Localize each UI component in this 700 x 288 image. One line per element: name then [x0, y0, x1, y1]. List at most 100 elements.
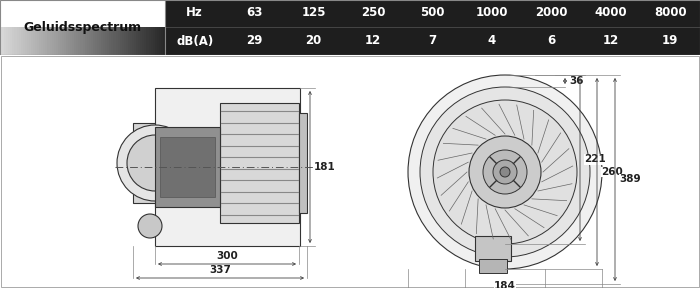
- Bar: [0, 27, 3, 55]
- Bar: [56, 27, 58, 55]
- Bar: [140, 27, 143, 55]
- Bar: [118, 27, 120, 55]
- Text: 12: 12: [365, 35, 382, 48]
- Circle shape: [500, 167, 510, 177]
- Bar: [72, 27, 75, 55]
- Bar: [109, 27, 112, 55]
- Bar: [64, 27, 66, 55]
- Bar: [122, 27, 125, 55]
- Bar: [43, 27, 46, 55]
- Bar: [39, 27, 42, 55]
- Bar: [116, 27, 118, 55]
- Text: 250: 250: [360, 7, 385, 20]
- Bar: [120, 27, 122, 55]
- Bar: [37, 27, 40, 55]
- Bar: [66, 27, 69, 55]
- Text: 7: 7: [428, 35, 437, 48]
- Bar: [80, 27, 83, 55]
- Circle shape: [469, 136, 541, 208]
- Bar: [41, 27, 44, 55]
- Text: 4: 4: [488, 35, 496, 48]
- Bar: [33, 27, 36, 55]
- Bar: [148, 27, 151, 55]
- Bar: [138, 27, 141, 55]
- Bar: [0, 0, 165, 55]
- Circle shape: [483, 150, 527, 194]
- Bar: [134, 27, 136, 55]
- Bar: [57, 27, 60, 55]
- Bar: [144, 27, 147, 55]
- Bar: [83, 27, 85, 55]
- Bar: [479, 259, 507, 273]
- Bar: [22, 27, 25, 55]
- Bar: [35, 27, 38, 55]
- Bar: [105, 27, 108, 55]
- Bar: [299, 113, 307, 213]
- Text: 184: 184: [494, 281, 516, 288]
- Text: 63: 63: [246, 7, 262, 20]
- Bar: [128, 27, 130, 55]
- Bar: [132, 27, 134, 55]
- Text: 19: 19: [662, 35, 678, 48]
- Bar: [153, 27, 155, 55]
- Bar: [165, 0, 700, 27]
- Bar: [130, 27, 132, 55]
- Text: Hz: Hz: [186, 7, 203, 20]
- Bar: [155, 127, 220, 207]
- Bar: [19, 27, 21, 55]
- Bar: [157, 27, 160, 55]
- Text: 8000: 8000: [654, 7, 687, 20]
- Bar: [91, 27, 93, 55]
- Bar: [111, 27, 114, 55]
- Bar: [150, 27, 153, 55]
- Bar: [124, 27, 126, 55]
- Text: 125: 125: [302, 7, 326, 20]
- Bar: [97, 27, 99, 55]
- Bar: [165, 27, 700, 55]
- Circle shape: [138, 214, 162, 238]
- Bar: [68, 27, 71, 55]
- Bar: [93, 27, 95, 55]
- Bar: [161, 27, 163, 55]
- Bar: [95, 27, 97, 55]
- Bar: [155, 27, 158, 55]
- Bar: [99, 27, 101, 55]
- Bar: [163, 27, 165, 55]
- Bar: [6, 27, 8, 55]
- Bar: [87, 27, 89, 55]
- Bar: [89, 27, 91, 55]
- Bar: [17, 27, 19, 55]
- Text: 29: 29: [246, 35, 262, 48]
- Text: 389: 389: [619, 175, 640, 185]
- Circle shape: [420, 87, 590, 257]
- Bar: [107, 27, 110, 55]
- Bar: [50, 27, 52, 55]
- Text: 337: 337: [209, 265, 231, 275]
- Text: 1000: 1000: [476, 7, 508, 20]
- Bar: [8, 27, 10, 55]
- Bar: [70, 27, 73, 55]
- Bar: [103, 27, 106, 55]
- Text: 12: 12: [603, 35, 619, 48]
- Bar: [48, 27, 50, 55]
- Bar: [31, 27, 34, 55]
- Text: 6: 6: [547, 35, 556, 48]
- Bar: [133, 123, 155, 203]
- Bar: [4, 27, 7, 55]
- Bar: [29, 27, 32, 55]
- Text: Geluidsspectrum: Geluidsspectrum: [23, 22, 141, 35]
- Bar: [146, 27, 149, 55]
- Text: 36: 36: [569, 76, 584, 86]
- Bar: [20, 27, 23, 55]
- Circle shape: [408, 75, 602, 269]
- Bar: [113, 27, 116, 55]
- Bar: [220, 103, 299, 223]
- Bar: [54, 27, 56, 55]
- Bar: [15, 27, 17, 55]
- Text: 181: 181: [314, 162, 336, 172]
- Bar: [155, 88, 300, 246]
- Text: 2000: 2000: [535, 7, 568, 20]
- Text: 20: 20: [305, 35, 322, 48]
- Bar: [136, 27, 139, 55]
- Bar: [160, 137, 215, 197]
